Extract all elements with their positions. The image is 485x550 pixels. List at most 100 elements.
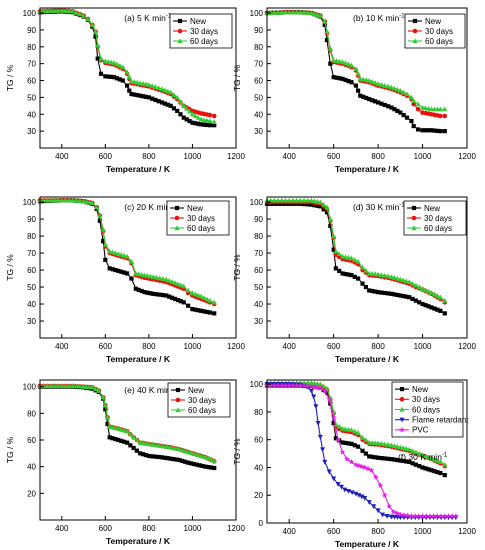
data-point — [416, 513, 422, 519]
data-point — [83, 199, 89, 204]
legend-label: 30 days — [424, 214, 452, 223]
x-tick-label: 800 — [142, 152, 156, 161]
data-point — [290, 9, 296, 15]
data-point — [171, 92, 177, 97]
data-point — [453, 513, 459, 519]
y-tick-label: 50 — [254, 283, 263, 292]
data-point — [437, 294, 443, 300]
data-point — [386, 291, 391, 296]
data-point — [331, 247, 336, 252]
data-point — [411, 98, 417, 103]
data-point — [70, 383, 76, 389]
y-tick-label: 80 — [254, 232, 263, 241]
panel-c: 400 600 800 1000 1200 30 40 50 60 70 80 90 100 Temper… — [5, 196, 245, 364]
data-point — [124, 428, 130, 434]
data-point — [200, 463, 205, 469]
data-point — [107, 435, 112, 440]
data-point — [388, 442, 394, 448]
data-point — [159, 86, 165, 92]
legend-marker — [174, 215, 180, 221]
data-point — [398, 110, 403, 115]
data-point — [52, 8, 58, 13]
data-point — [297, 197, 303, 203]
data-point — [180, 458, 185, 463]
data-point — [389, 291, 394, 296]
data-point — [125, 83, 130, 88]
data-point — [379, 101, 384, 106]
data-point — [70, 8, 76, 14]
data-point — [134, 79, 140, 85]
y-axis-label: TG / % — [5, 436, 15, 463]
data-point — [154, 274, 160, 280]
data-point — [311, 198, 317, 204]
data-point — [408, 513, 415, 519]
data-point — [171, 106, 177, 111]
x-tick-label: 600 — [327, 342, 341, 351]
data-point — [116, 437, 121, 443]
data-point — [442, 473, 447, 478]
data-point — [73, 10, 79, 15]
x-tick-label: 1200 — [227, 342, 245, 351]
data-point — [105, 421, 110, 427]
data-point — [110, 436, 115, 441]
x-tick-label: 1200 — [227, 524, 245, 533]
data-point — [397, 444, 403, 450]
data-point — [188, 461, 194, 466]
data-point — [324, 390, 330, 395]
data-point — [339, 449, 346, 455]
data-point — [98, 71, 104, 76]
y-tick-label: 80 — [27, 232, 36, 241]
data-point — [192, 113, 198, 119]
data-point — [198, 293, 204, 299]
x-tick-label: 400 — [55, 152, 69, 161]
data-point — [129, 91, 134, 97]
y-tick-label: 70 — [254, 249, 263, 258]
data-point — [139, 288, 144, 294]
data-point — [191, 461, 196, 467]
data-point — [367, 96, 372, 102]
data-point — [149, 83, 155, 88]
data-point — [168, 456, 173, 461]
data-point — [73, 197, 79, 203]
data-point — [434, 293, 440, 298]
data-point — [333, 436, 338, 441]
data-point — [178, 299, 183, 304]
data-point — [297, 382, 304, 388]
data-point — [373, 289, 378, 294]
data-point — [171, 457, 176, 462]
data-point — [41, 197, 47, 203]
x-axis: 400 600 800 1000 1200 — [55, 516, 245, 533]
data-point — [423, 128, 428, 133]
data-point — [363, 437, 369, 443]
legend-marker — [177, 28, 183, 34]
data-point — [100, 394, 106, 400]
x-tick-label: 600 — [99, 152, 113, 161]
data-point — [199, 308, 204, 313]
data-point — [435, 307, 440, 312]
legend-marker — [175, 387, 181, 393]
data-point — [411, 123, 416, 129]
data-point — [96, 387, 102, 393]
data-point — [435, 469, 440, 475]
data-point — [138, 451, 143, 456]
data-point — [62, 197, 68, 203]
x-tick-label: 1200 — [458, 342, 476, 351]
data-point — [425, 288, 431, 294]
data-point — [204, 296, 210, 302]
data-point — [314, 12, 320, 17]
data-point — [143, 453, 149, 458]
data-point — [420, 286, 426, 291]
panel-e: 400 600 800 1000 1200 20 40 60 80 100 Temperature … — [5, 379, 245, 546]
data-point — [183, 459, 188, 464]
data-point — [286, 197, 292, 203]
data-point — [442, 311, 447, 316]
data-point — [400, 445, 406, 451]
y-tick-label: 80 — [27, 409, 36, 418]
data-point — [163, 276, 169, 282]
data-point — [142, 272, 148, 278]
data-point — [431, 456, 437, 462]
data-point — [207, 112, 213, 118]
data-point — [109, 74, 114, 79]
